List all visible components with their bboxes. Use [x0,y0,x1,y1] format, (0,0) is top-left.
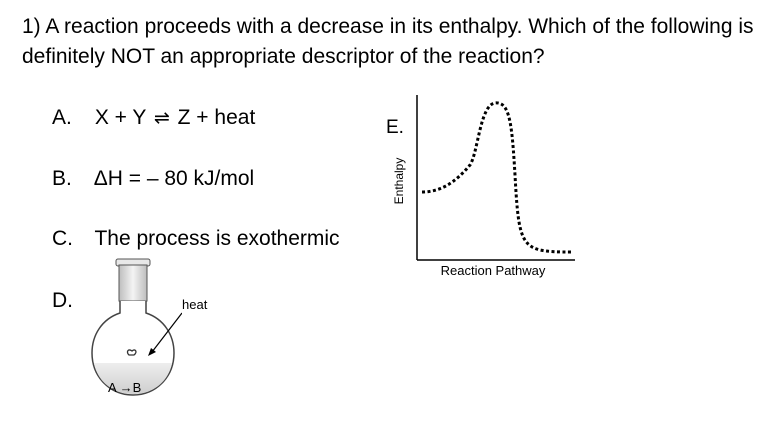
option-a-reactants: X + Y [94,106,147,129]
option-a-letter: A. [52,106,72,129]
option-a-products: Z + heat [177,106,256,129]
heat-release-icon [126,349,137,356]
option-d[interactable]: D. [52,288,89,314]
option-d-letter: D. [52,289,73,312]
question-text: 1) A reaction proceeds with a decrease i… [22,15,754,68]
x-axis-label: Reaction Pathway [440,263,546,278]
reaction-label: A →B [108,380,142,395]
option-b-text: ΔH = – 80 kJ/mol [93,167,255,190]
option-b-letter: B. [52,167,72,190]
enthalpy-diagram [416,95,575,261]
option-b[interactable]: B. ΔH = – 80 kJ/mol [52,166,254,192]
equilibrium-arrow-icon: ⇌ [153,108,170,129]
flask-liquid [94,363,172,394]
option-e-letter[interactable]: E. [386,117,404,138]
option-a[interactable]: A. X + Y ⇌ Z + heat [52,105,255,132]
option-c-text: The process is exothermic [94,227,340,250]
option-c-letter: C. [52,227,73,250]
option-c[interactable]: C. The process is exothermic [52,226,340,252]
flask-illustration [91,258,182,396]
y-axis-label: Enthalpy [392,157,406,205]
reaction-curve [421,101,573,254]
heat-label: heat [182,297,208,312]
flask-neck [118,264,148,302]
heat-arrow [151,312,182,353]
heat-arrow-head [148,348,156,356]
